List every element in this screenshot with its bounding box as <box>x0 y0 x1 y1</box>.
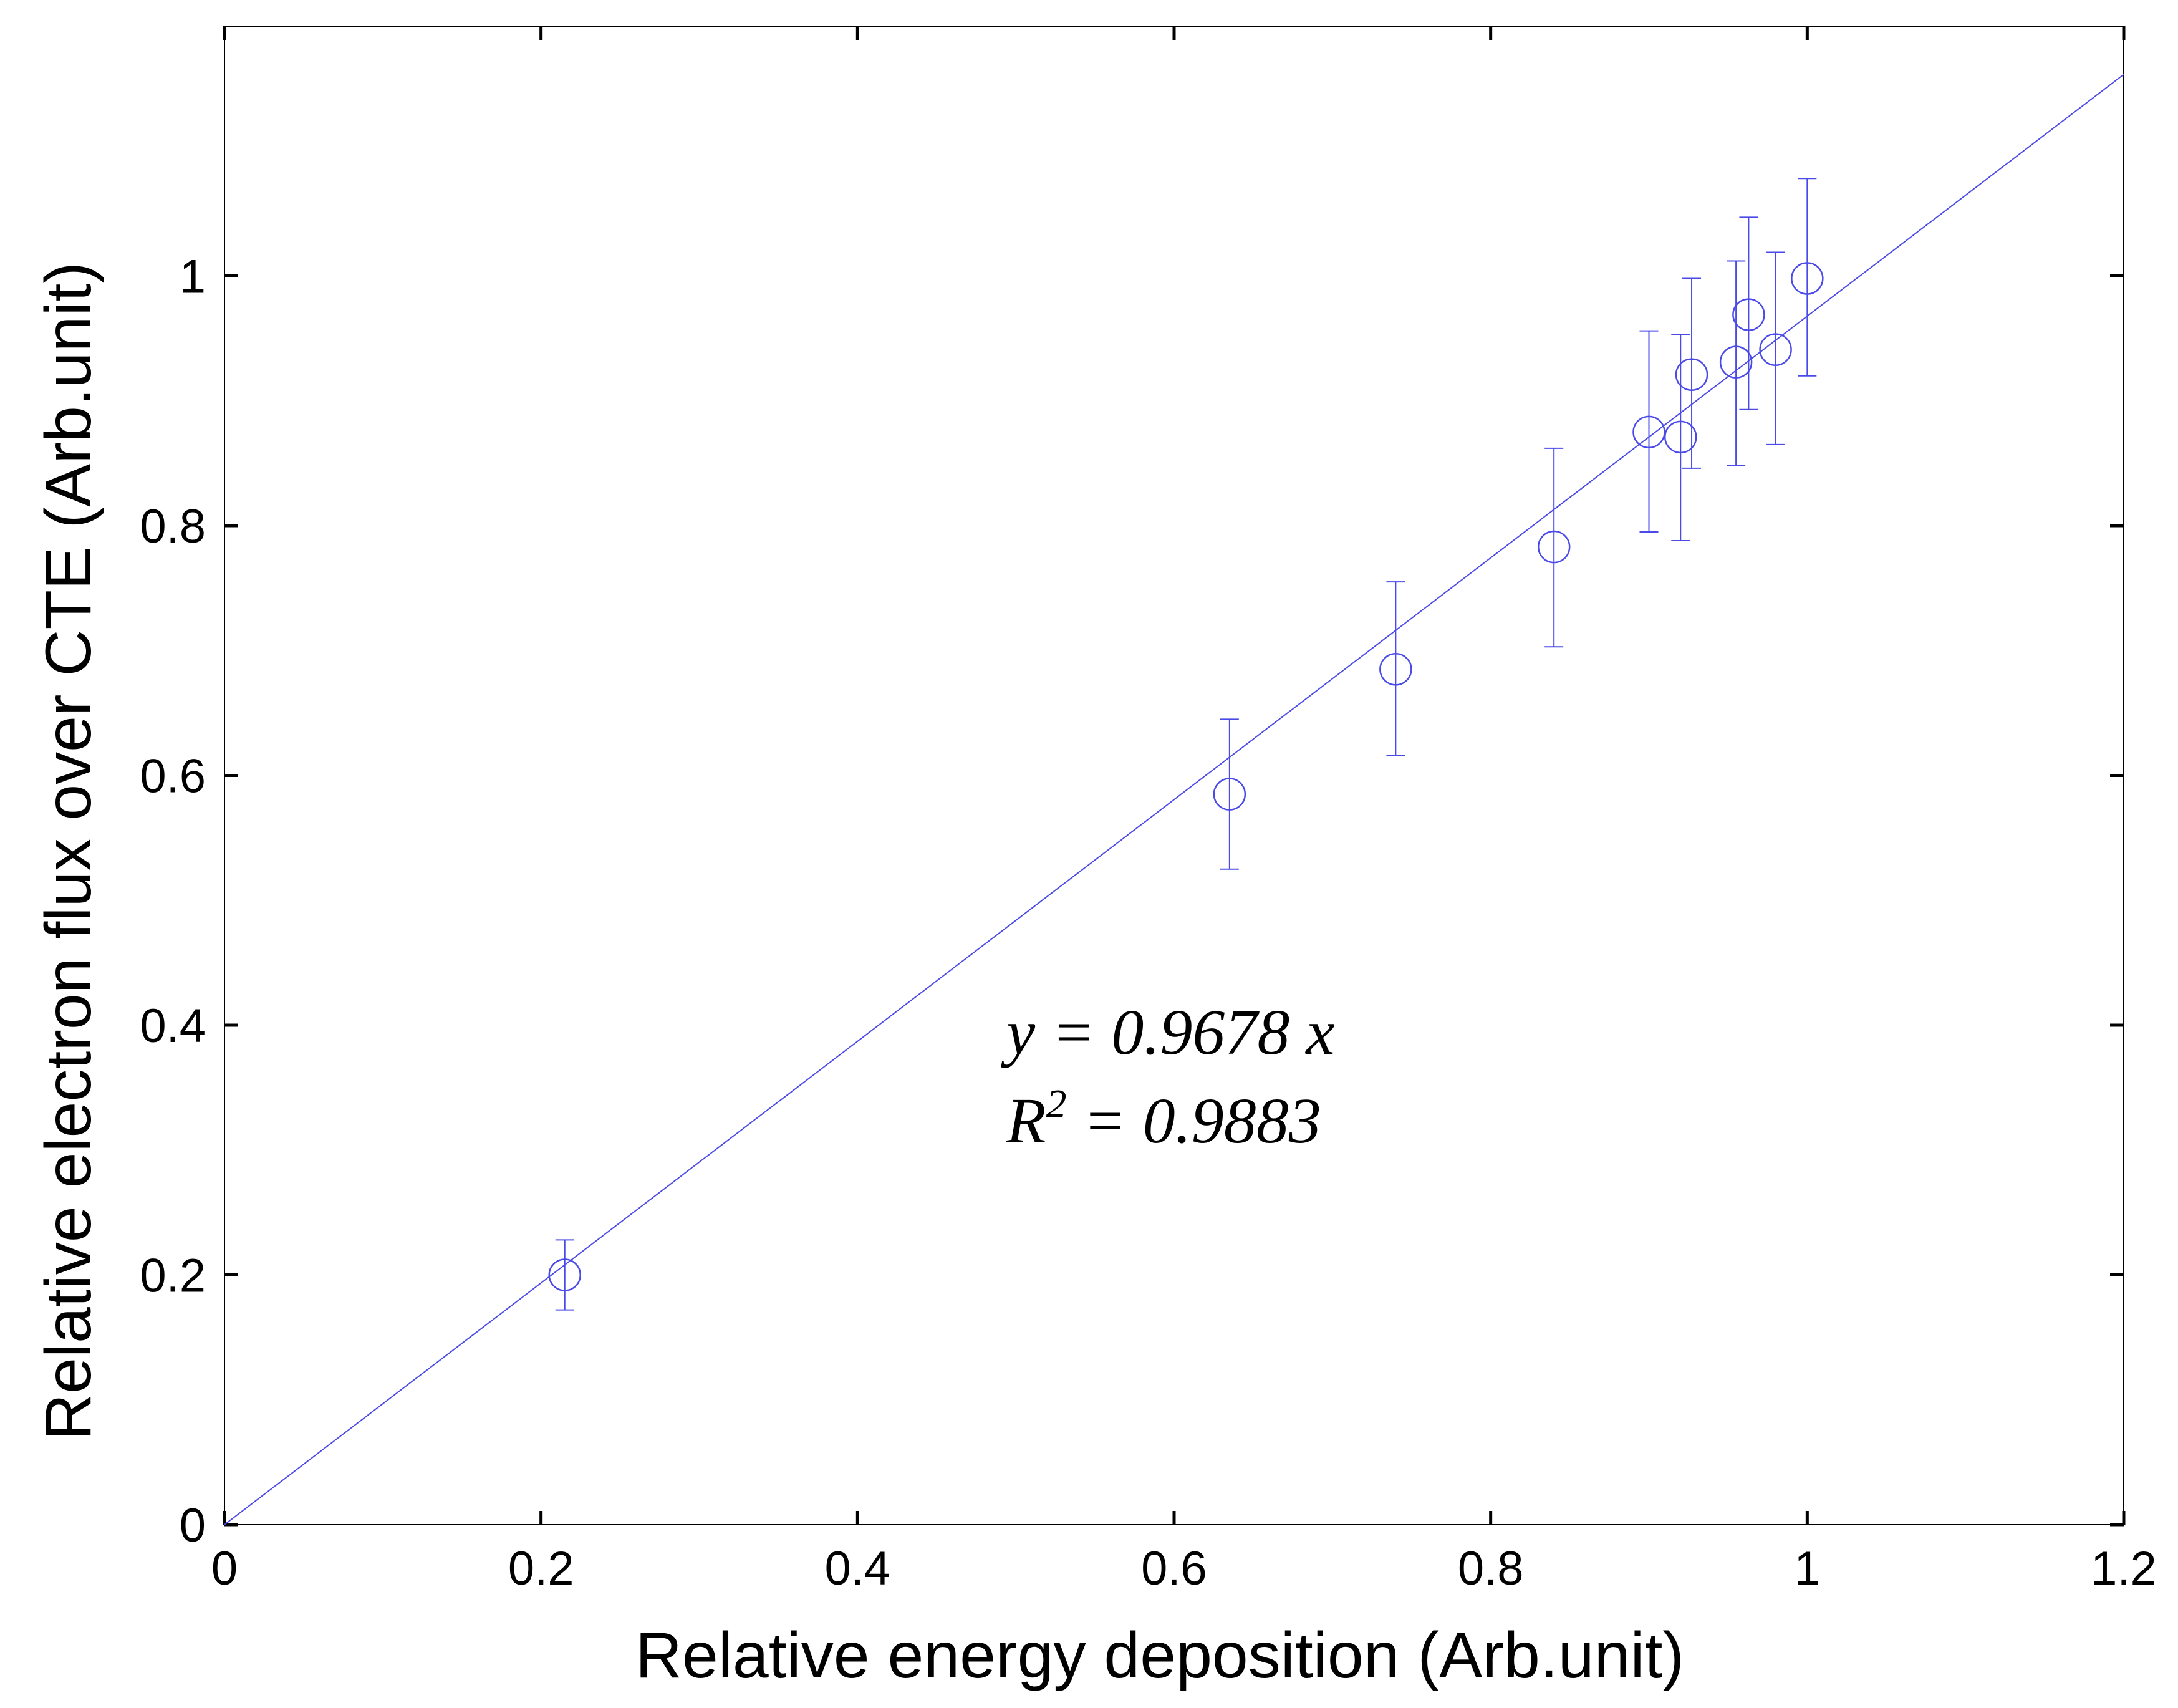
x-tick-label: 1.2 <box>2091 1542 2157 1595</box>
y-tick-label: 0.4 <box>140 1000 206 1053</box>
plot-frame <box>224 26 2124 1525</box>
data-point-group <box>1537 447 1571 648</box>
data-point-group <box>1379 581 1412 756</box>
data-point-group <box>1719 260 1753 466</box>
fit-layer <box>224 74 2124 1525</box>
data-point-group <box>1675 277 1708 469</box>
x-tick-label: 0.4 <box>825 1542 891 1595</box>
data-point-marker <box>1675 358 1708 391</box>
data-point-marker <box>1213 778 1246 811</box>
data-point-marker <box>1759 333 1792 366</box>
r-squared-label: R2 = 0.9883 <box>1006 1081 1321 1157</box>
r-squared-value: = 0.9883 <box>1067 1085 1321 1157</box>
data-point-group <box>1759 251 1792 445</box>
data-point-marker <box>1632 415 1665 449</box>
data-point-marker <box>1719 345 1753 379</box>
points-layer <box>548 178 1824 1311</box>
y-axis-title: Relative electron flux over CTE (Arb.uni… <box>32 262 105 1440</box>
data-point-marker <box>1537 530 1571 564</box>
x-tick-label: 1 <box>1794 1542 1820 1595</box>
x-axis-title: Relative energy deposition (Arb.unit) <box>635 1619 1684 1692</box>
data-point-group <box>1632 330 1665 533</box>
data-point-group <box>1664 334 1697 542</box>
data-point-marker <box>1664 420 1697 454</box>
data-point-group <box>1213 718 1246 870</box>
data-point-marker <box>1379 653 1412 686</box>
data-point-marker <box>548 1258 581 1291</box>
r-squared-prefix: R <box>1006 1085 1046 1157</box>
y-tick-label: 0.2 <box>140 1250 206 1303</box>
ticks-layer: 0 0.2 0.4 0.6 0.8 1 1.2 0 0.2 0.4 0.6 0.8 1 <box>140 26 2157 1595</box>
r-squared-superscript: 2 <box>1046 1081 1067 1127</box>
x-tick-label: 0.2 <box>508 1542 574 1595</box>
y-tick-label: 0 <box>180 1499 206 1552</box>
data-point-group <box>548 1239 581 1311</box>
axes-frame <box>224 26 2124 1525</box>
data-point-marker <box>1732 298 1765 331</box>
x-tick-label: 0 <box>211 1542 238 1595</box>
y-tick-label: 0.6 <box>140 750 206 803</box>
y-tick-label: 1 <box>180 251 206 304</box>
data-point-group <box>1791 178 1824 377</box>
x-tick-label: 0.8 <box>1458 1542 1524 1595</box>
x-tick-label: 0.6 <box>1141 1542 1207 1595</box>
data-point-marker <box>1791 262 1824 295</box>
data-point-group <box>1732 216 1765 410</box>
fit-line <box>224 74 2124 1525</box>
y-tick-label: 0.8 <box>140 500 206 553</box>
fit-equation-label: y = 0.9678 x <box>1001 996 1335 1068</box>
